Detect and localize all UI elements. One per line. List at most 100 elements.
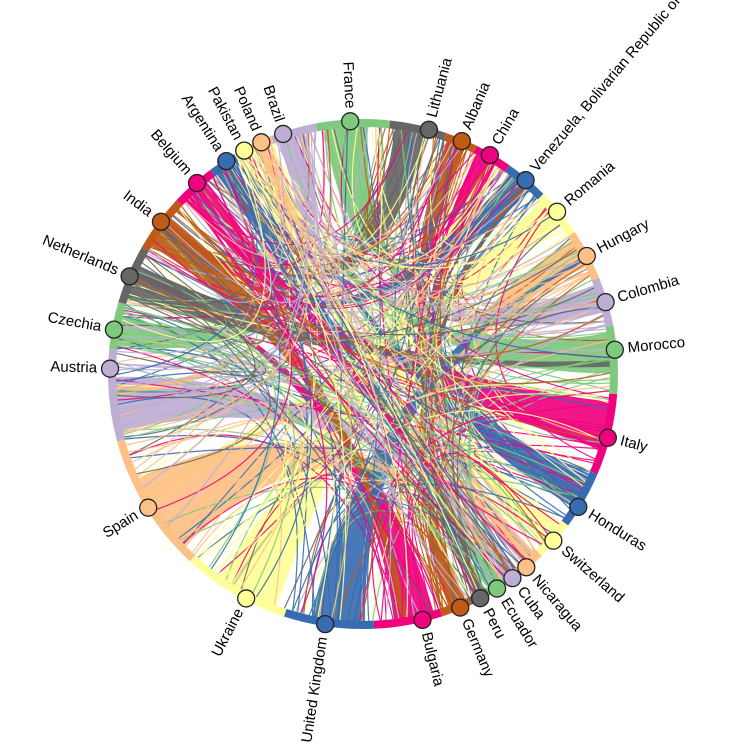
chord xyxy=(306,132,462,247)
ring-arc xyxy=(605,325,618,395)
chord xyxy=(183,130,317,269)
node-marker xyxy=(413,610,432,630)
ring-arc xyxy=(389,120,447,141)
chord xyxy=(115,361,500,583)
node-marker xyxy=(517,558,536,577)
node-label: Ukraine xyxy=(208,606,247,660)
chord xyxy=(166,136,308,527)
chord xyxy=(413,134,529,560)
node-marker xyxy=(139,498,158,517)
chord xyxy=(473,260,603,311)
node-marker xyxy=(273,124,293,144)
chord xyxy=(414,475,579,588)
chord xyxy=(388,478,480,620)
node-marker xyxy=(471,589,490,608)
node-label: Albania xyxy=(459,79,494,132)
chord xyxy=(259,147,601,315)
chord xyxy=(278,140,533,556)
chord xyxy=(120,190,259,356)
node-label: Netherlands xyxy=(40,232,121,279)
node-marker xyxy=(151,212,171,231)
node-marker xyxy=(480,145,500,165)
chord xyxy=(191,193,328,615)
chord xyxy=(131,418,303,590)
node-marker xyxy=(252,133,271,152)
node-marker xyxy=(452,131,472,151)
node-marker xyxy=(217,151,236,171)
chord xyxy=(460,325,607,340)
chord xyxy=(177,454,400,620)
node-marker xyxy=(487,579,507,598)
ring-arc xyxy=(271,123,318,144)
chord xyxy=(258,234,569,600)
chord xyxy=(257,149,503,580)
chord xyxy=(477,345,610,401)
chord xyxy=(240,133,340,280)
chord xyxy=(217,157,308,296)
chord xyxy=(165,134,317,303)
chord xyxy=(120,405,505,579)
node-label: Switzerland xyxy=(558,542,628,606)
chord xyxy=(155,181,293,511)
node-marker xyxy=(605,340,624,359)
ribbon xyxy=(138,442,510,576)
node-marker xyxy=(187,173,207,193)
ring-arc xyxy=(373,608,443,629)
chord xyxy=(115,169,256,354)
node-marker xyxy=(419,120,439,139)
chord xyxy=(125,301,224,471)
chord xyxy=(131,283,271,475)
node-marker xyxy=(104,320,124,339)
node-label: Czechia xyxy=(46,309,103,335)
chord xyxy=(123,434,366,622)
chord xyxy=(188,196,507,578)
chord xyxy=(164,224,605,359)
chord xyxy=(468,406,592,539)
chord xyxy=(123,307,332,620)
node-label: United Kingdom xyxy=(298,636,331,744)
ribbon xyxy=(264,145,561,543)
node-marker xyxy=(100,359,120,378)
chord xyxy=(335,521,460,621)
chord xyxy=(371,390,611,622)
chord xyxy=(168,219,603,440)
chord xyxy=(115,381,510,575)
chord xyxy=(436,274,591,603)
chord xyxy=(485,261,603,440)
chord xyxy=(123,306,543,546)
node-marker xyxy=(544,531,563,550)
node-label: Honduras xyxy=(585,506,649,555)
node-marker xyxy=(516,171,535,190)
chord xyxy=(115,365,491,588)
chord xyxy=(161,161,273,308)
chord xyxy=(194,181,520,309)
node-label: Brazil xyxy=(260,83,288,124)
chord xyxy=(142,135,311,489)
node-label: Italy xyxy=(618,432,649,456)
chord xyxy=(122,311,499,583)
node-marker xyxy=(120,267,139,286)
chord xyxy=(417,263,586,608)
chord xyxy=(462,428,601,485)
chord xyxy=(295,135,560,527)
node-label: Venezuela, Bolivarian Republic of xyxy=(527,0,684,175)
node-marker xyxy=(577,246,596,266)
chord xyxy=(223,409,603,580)
chord xyxy=(120,156,266,343)
chord xyxy=(435,182,554,534)
node-marker xyxy=(598,428,617,447)
chord xyxy=(291,136,502,291)
chord xyxy=(135,248,578,340)
chord xyxy=(428,181,589,479)
chord xyxy=(364,125,470,599)
chord xyxy=(415,503,517,606)
chord xyxy=(220,170,338,621)
node-marker xyxy=(316,615,335,634)
chord xyxy=(215,146,311,296)
node-marker xyxy=(547,202,567,221)
chord xyxy=(237,159,552,270)
chord xyxy=(418,160,605,433)
chord xyxy=(275,141,392,622)
